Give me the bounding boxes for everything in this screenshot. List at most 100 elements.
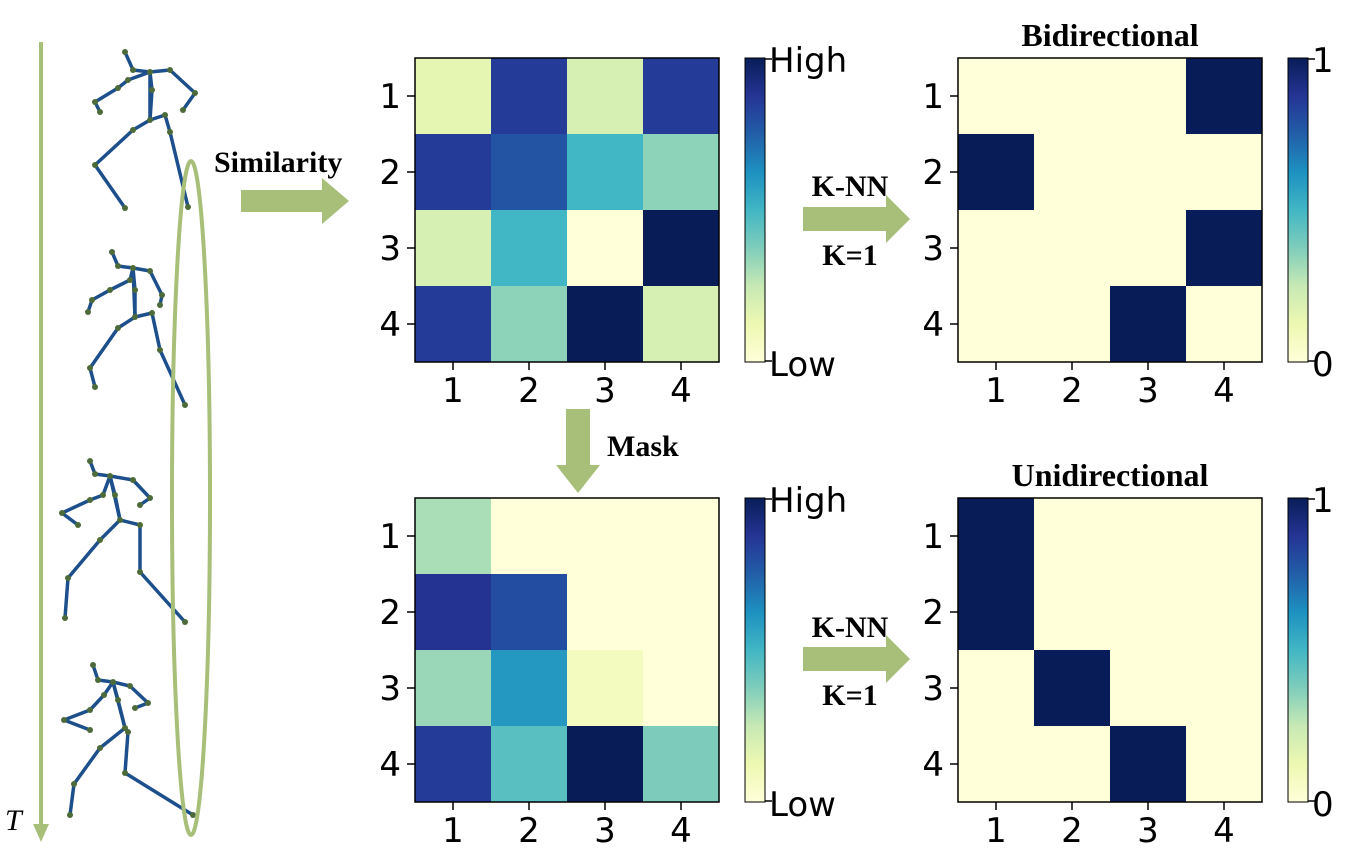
skeleton-bone: [111, 680, 127, 730]
heatmap-title: Unidirectional: [1012, 457, 1209, 493]
skeleton-joint: [127, 277, 133, 283]
heatmap-cell: [1110, 58, 1186, 134]
heatmap-cell: [1110, 574, 1186, 650]
similarity-matrix: 1 2 3 4 1 2 3 4 High Low: [379, 41, 847, 411]
heatmap-cell: [1034, 134, 1110, 210]
skeleton-bone: [88, 693, 106, 712]
heatmap-cell: [958, 726, 1034, 802]
skeleton-bone: [168, 130, 190, 209]
skeleton-joint: [157, 302, 163, 308]
skeleton-joint: [87, 727, 93, 733]
skeleton-sequence: [59, 49, 198, 818]
heatmap-frame: [414, 57, 720, 363]
skeleton-bone: [123, 50, 135, 72]
row-tick-label: 1: [379, 517, 401, 557]
heatmap-cell: [491, 134, 567, 210]
skeleton-joint: [132, 705, 138, 711]
skeleton-bone: [98, 518, 122, 542]
skeleton-bone: [138, 570, 187, 624]
row-tick-label: 3: [379, 669, 401, 709]
heatmap-cell: [1186, 134, 1262, 210]
row-tick-label: 1: [922, 77, 944, 117]
heatmap-cell: [567, 58, 643, 134]
heatmap-cell: [415, 650, 491, 726]
heatmap-cell: [1034, 726, 1110, 802]
skeleton-bone: [101, 474, 112, 497]
mask-arrow: Mask: [556, 409, 679, 493]
colorbar-min-label: 0: [1312, 345, 1334, 385]
skeleton-joint: [182, 402, 188, 408]
heatmap-cell: [567, 210, 643, 286]
col-tick-label: 4: [670, 811, 692, 851]
heatmap-frame: [414, 497, 720, 803]
col-tick-label: 2: [1061, 811, 1083, 851]
heatmap-cell: [643, 210, 719, 286]
skeleton-joint: [101, 692, 107, 698]
skeleton-bone: [128, 684, 150, 705]
skeleton-joint: [137, 502, 143, 508]
skeleton-bone: [108, 278, 132, 292]
highlight-ellipse: [170, 159, 212, 837]
row-tick-label: 1: [379, 77, 401, 117]
time-axis: T: [5, 42, 49, 842]
skeleton-joint: [89, 297, 95, 303]
skeleton-bone: [68, 782, 76, 817]
heatmap-cell: [1034, 286, 1110, 362]
heatmap-cell: [1186, 286, 1262, 362]
skeleton-joint: [115, 263, 121, 269]
mask-arrow-shape: [556, 409, 600, 493]
heatmap-cell: [1186, 210, 1262, 286]
skeleton-joint: [190, 812, 196, 818]
col-tick-label: 4: [1213, 811, 1235, 851]
heatmap-cell: [643, 650, 719, 726]
col-tick-label: 1: [442, 371, 464, 411]
colorbar: [1287, 57, 1309, 363]
heatmap-cell: [491, 726, 567, 802]
skeleton-joint: [147, 268, 153, 274]
skeleton-bone: [66, 538, 102, 580]
heatmap-cell: [491, 498, 567, 574]
skeleton-bone: [123, 771, 195, 817]
heatmap-cell: [1186, 58, 1262, 134]
row-tick-label: 2: [379, 593, 401, 633]
skeleton-figure: [85, 249, 188, 408]
heatmap-cell: [415, 574, 491, 650]
row-tick-label: 1: [922, 517, 944, 557]
knn-bottom-arrow: K-NN K=1: [803, 611, 910, 712]
skeleton-joint: [107, 473, 113, 479]
skeleton-bone: [88, 366, 97, 389]
knn-bottom-label: K-NN: [812, 611, 889, 644]
skeleton-joint: [75, 522, 81, 528]
skeleton-joint: [167, 129, 173, 135]
heatmap-cell: [643, 286, 719, 362]
skeleton-bone: [148, 269, 164, 297]
skeleton-joint: [149, 310, 155, 316]
skeleton-bone: [62, 708, 92, 722]
skeleton-joint: [122, 49, 128, 55]
skeleton-bone: [168, 68, 197, 95]
skeleton-bone: [63, 576, 70, 620]
skeleton-bone: [116, 315, 137, 330]
skeleton-joint: [162, 112, 168, 118]
heatmap-title: Bidirectional: [1021, 17, 1198, 53]
skeleton-joint: [167, 67, 173, 73]
knn-top-arrow-shape: [803, 195, 910, 243]
colorbar-max-label: High: [769, 481, 847, 521]
row-tick-label: 4: [379, 305, 401, 345]
skeleton-bone: [118, 518, 142, 527]
heatmap-cell: [1034, 210, 1110, 286]
skeleton-joint: [149, 87, 155, 93]
row-tick-label: 2: [922, 153, 944, 193]
heatmap-cell: [415, 286, 491, 362]
skeleton-bone: [150, 311, 162, 352]
colorbar: [1287, 497, 1309, 803]
skeleton-joint: [130, 477, 136, 483]
skeleton-bone: [131, 118, 152, 132]
skeleton-joint: [71, 781, 77, 787]
heatmap-cell: [1186, 498, 1262, 574]
heatmap-cell: [643, 134, 719, 210]
skeleton-joint: [185, 204, 191, 210]
row-tick-label: 2: [379, 153, 401, 193]
colorbar: [744, 57, 766, 363]
skeleton-joint: [147, 117, 153, 123]
